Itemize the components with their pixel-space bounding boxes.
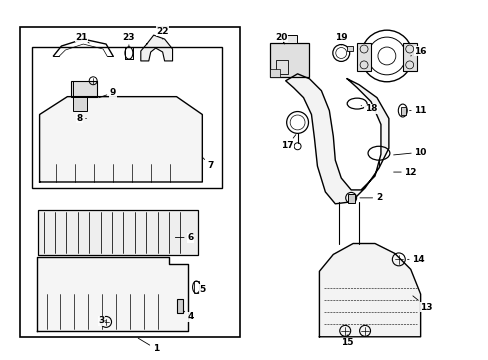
Text: 2: 2	[359, 193, 381, 202]
Bar	[38, 210, 198, 255]
Text: 14: 14	[407, 255, 424, 264]
Text: 12: 12	[393, 167, 416, 176]
Polygon shape	[319, 243, 420, 337]
Text: 18: 18	[360, 104, 377, 113]
Bar	[275, 60, 287, 74]
Text: 5: 5	[199, 285, 205, 294]
Text: 15: 15	[340, 335, 353, 347]
Bar	[346, 46, 352, 51]
Text: 9: 9	[99, 88, 116, 98]
Text: 4: 4	[183, 311, 193, 321]
Bar	[176, 299, 183, 313]
Text: 13: 13	[412, 296, 432, 311]
Bar	[269, 69, 279, 77]
Text: 22: 22	[156, 27, 168, 39]
Bar	[194, 281, 199, 293]
Bar	[356, 43, 370, 71]
Text: 3: 3	[98, 316, 106, 325]
Bar	[73, 96, 87, 111]
Text: 8: 8	[76, 114, 86, 123]
Text: 20: 20	[275, 33, 287, 44]
Text: 1: 1	[138, 338, 159, 353]
Text: 17: 17	[281, 135, 295, 150]
Text: 19: 19	[334, 33, 347, 45]
Text: 21: 21	[75, 33, 89, 43]
Polygon shape	[37, 257, 188, 331]
Bar	[20, 27, 240, 337]
Text: 6: 6	[175, 233, 193, 242]
Bar	[282, 35, 296, 43]
Bar	[32, 47, 222, 188]
Polygon shape	[285, 74, 388, 204]
Text: 10: 10	[393, 148, 426, 157]
Bar	[269, 43, 309, 77]
Polygon shape	[40, 96, 202, 182]
Text: 11: 11	[408, 106, 426, 115]
Bar	[400, 107, 405, 114]
Text: 23: 23	[122, 33, 135, 47]
Text: 7: 7	[202, 157, 213, 170]
Polygon shape	[141, 35, 172, 61]
Text: 16: 16	[410, 46, 426, 56]
Bar	[71, 81, 97, 96]
Bar	[347, 194, 354, 203]
Bar	[402, 43, 416, 71]
